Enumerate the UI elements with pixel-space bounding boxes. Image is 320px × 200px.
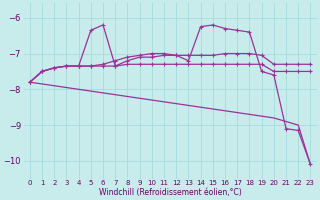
X-axis label: Windchill (Refroidissement éolien,°C): Windchill (Refroidissement éolien,°C) <box>99 188 242 197</box>
